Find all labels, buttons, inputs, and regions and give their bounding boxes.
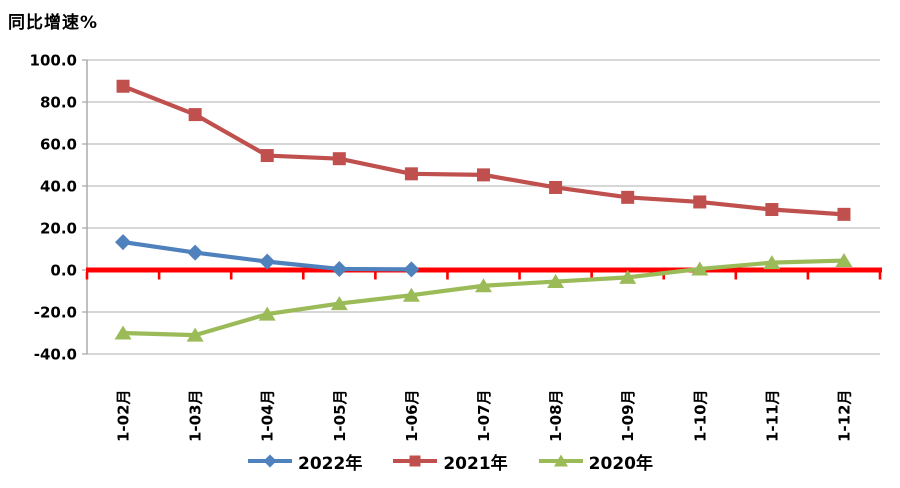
series-2021年-line xyxy=(120,84,847,217)
y-tick-label: 0.0 xyxy=(50,262,77,280)
y-axis-title: 同比增速% xyxy=(8,13,99,33)
series-2021年-square-marker xyxy=(837,207,851,221)
series-2021年-square-marker xyxy=(477,168,490,182)
series-2022年-diamond-marker xyxy=(115,234,132,251)
series-2021年-square-marker xyxy=(332,152,346,166)
series-2022年-diamond-marker xyxy=(259,253,276,270)
x-category-label: 1-09月 xyxy=(619,389,637,442)
series-2020年-triangle-marker xyxy=(547,274,565,289)
y-tick-label: 20.0 xyxy=(40,220,77,238)
plot-area: 100.0 80.0 60.0 40.0 20.0 0.0 -20.0 -40.0 1-02月 1… xyxy=(30,52,882,442)
legend-marker-2022-diamond-icon xyxy=(248,454,292,468)
legend-label-2021: 2021年 xyxy=(443,453,508,474)
y-tick-label: 100.0 xyxy=(30,52,77,70)
series-2020年-triangle-marker xyxy=(114,325,132,340)
x-category-label: 1-06月 xyxy=(403,389,421,442)
series-2021年-square-marker xyxy=(765,203,779,217)
legend-item-2022: 2022年 xyxy=(247,449,362,474)
x-category-label: 1-07月 xyxy=(475,389,493,442)
series-2020年-triangle-marker xyxy=(186,327,204,342)
series-2020年-triangle-marker xyxy=(691,261,709,276)
series-2021年-square-marker xyxy=(404,167,418,181)
series-2020年-triangle-marker xyxy=(258,306,276,321)
series-2020年-triangle-marker xyxy=(763,255,781,270)
y-tick-label: 80.0 xyxy=(40,94,77,112)
series-2021年-square-marker xyxy=(693,195,707,209)
series-2021年-square-marker xyxy=(116,79,130,93)
x-category-label: 1-08月 xyxy=(547,389,565,442)
series-2022年-diamond-marker xyxy=(403,261,420,278)
series-2022年-diamond-marker xyxy=(331,260,348,277)
series-2020年-triangle-marker xyxy=(835,253,853,268)
legend-label-2022: 2022年 xyxy=(298,453,363,474)
legend-marker-2021-square-icon xyxy=(393,455,438,467)
x-category-label: 1-03月 xyxy=(187,389,205,442)
x-category-label: 1-02月 xyxy=(115,389,133,442)
legend: 2022年 2021年 2020年 xyxy=(0,444,900,478)
series-2020年-triangle-marker xyxy=(475,278,492,293)
legend-marker-2020-triangle-icon xyxy=(538,454,583,467)
series-2021年-square-marker xyxy=(260,149,274,163)
y-tick-label: -40.0 xyxy=(34,346,77,364)
legend-item-2020: 2020年 xyxy=(538,449,653,474)
legend-item-2021: 2021年 xyxy=(392,449,508,474)
legend-label-2020: 2020年 xyxy=(588,453,653,474)
x-category-label: 1-05月 xyxy=(331,389,349,442)
x-category-label: 1-04月 xyxy=(259,389,277,442)
x-category-label: 1-12月 xyxy=(835,389,853,442)
series-2021年-square-marker xyxy=(188,108,202,122)
series-2020年-triangle-marker xyxy=(402,287,420,302)
y-tick-label: -20.0 xyxy=(34,304,77,322)
series-2020年-triangle-marker xyxy=(330,296,348,311)
series-2021年-square-marker xyxy=(549,180,563,194)
series-2022年-diamond-marker xyxy=(187,244,204,261)
series-2021年-square-marker xyxy=(621,190,635,204)
y-tick-label: 60.0 xyxy=(40,136,77,154)
x-category-label: 1-11月 xyxy=(763,389,781,442)
y-tick-label: 40.0 xyxy=(40,178,77,196)
x-category-label: 1-10月 xyxy=(691,389,709,442)
series-2020年-triangle-marker xyxy=(619,269,637,284)
